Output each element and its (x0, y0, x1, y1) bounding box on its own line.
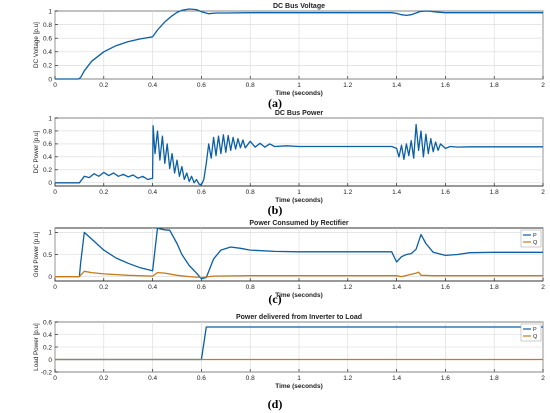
x-tick-label: 1.8 (490, 189, 499, 196)
x-tick-label: 2 (541, 82, 545, 89)
y-tick-label: 1 (48, 115, 52, 122)
x-tick-label: 1.4 (392, 82, 401, 89)
x-tick-label: 1.4 (392, 375, 401, 382)
x-tick-label: 1 (297, 189, 301, 196)
chart-title: Power Consumed by Rectifier (249, 220, 348, 227)
x-tick-label: 1.8 (490, 82, 499, 89)
x-tick-label: 0.2 (99, 375, 108, 382)
x-tick-label: 0.4 (148, 82, 157, 89)
legend-box (520, 229, 542, 248)
x-tick-label: 1.2 (343, 284, 352, 291)
series-line-1 (55, 123, 543, 186)
chart-panel-3: 0 0.2 0.4 0.6 0.8 1 1.2 1.4 1.6 1.8 2 0 0.5 1 Power Co… (33, 220, 545, 299)
chart-title: DC Bus Power (275, 110, 324, 117)
y-tick-label: 0.6 (43, 36, 52, 43)
y-tick-label: 0.4 (43, 49, 52, 56)
series-line-p (55, 227, 543, 280)
legend-label-q: Q (533, 334, 538, 340)
x-axis-label: Time (seconds) (275, 90, 323, 97)
x-tick-label: 0 (53, 375, 57, 382)
x-tick-label: 2 (541, 375, 545, 382)
x-axis-label: Time (seconds) (275, 197, 323, 204)
legend-label-p: P (533, 327, 537, 333)
y-tick-label: 0 (48, 274, 52, 281)
y-tick-label: 0.2 (43, 63, 52, 70)
caption-b: (b) (267, 203, 283, 217)
y-axis-label: DC Power [p.u] (33, 130, 40, 173)
x-tick-label: 1.6 (441, 375, 450, 382)
y-tick-label: 0.2 (43, 344, 52, 351)
y-tick-label: -0.2 (41, 369, 53, 376)
x-tick-label: 2 (541, 284, 545, 291)
x-tick-label: 1.8 (490, 284, 499, 291)
x-tick-label: 1 (297, 82, 301, 89)
chart-panel-2: 0 0.2 0.4 0.6 0.8 1 1.2 1.4 1.6 1.8 2 0 0.2 0.4 0.6 0.8… (33, 110, 545, 204)
x-tick-label: 0 (53, 189, 57, 196)
series-line-q (55, 270, 543, 279)
y-tick-label: 0.5 (43, 252, 52, 259)
x-tick-label: 0.8 (246, 82, 255, 89)
y-tick-label: 0 (48, 180, 52, 187)
chart-panel-4: 0 0.2 0.4 0.6 0.8 1 1.2 1.4 1.6 1.8 2-0.200.20.40.… (33, 314, 545, 390)
y-axis-label: DC Voltage [p.u] (33, 22, 40, 68)
x-tick-label: 1.2 (343, 375, 352, 382)
chart-panel-1: 0 0.2 0.4 0.6 0.8 1 1.2 1.4 1.6 1.8 2 0 0.2 0.4 0.6 0.8… (33, 3, 545, 97)
x-tick-label: 1.4 (392, 284, 401, 291)
y-tick-label: 0.6 (43, 141, 52, 148)
x-tick-label: 2 (541, 189, 545, 196)
series-line-1 (55, 8, 543, 80)
x-tick-label: 0.2 (99, 189, 108, 196)
x-tick-label: 1.6 (441, 189, 450, 196)
caption-a: (a) (268, 96, 282, 110)
chart-title: Power delivered from Inverter to Load (236, 314, 362, 321)
y-tick-label: 0 (48, 76, 52, 83)
x-tick-label: 1.2 (343, 189, 352, 196)
x-tick-label: 1 (297, 375, 301, 382)
chart-title: DC Bus Voltage (273, 3, 325, 10)
x-tick-label: 0.2 (99, 284, 108, 291)
x-tick-label: 0 (53, 284, 57, 291)
x-tick-label: 1.6 (441, 82, 450, 89)
y-tick-label: 0.6 (43, 319, 52, 326)
x-tick-label: 1 (297, 284, 301, 291)
x-tick-label: 0.4 (148, 189, 157, 196)
y-tick-label: 0.4 (43, 332, 52, 339)
legend-label-q: Q (533, 240, 538, 246)
x-tick-label: 0.8 (246, 284, 255, 291)
legend-label-p: P (533, 233, 537, 239)
x-tick-label: 0.6 (197, 189, 206, 196)
x-tick-label: 1.8 (490, 375, 499, 382)
x-tick-label: 0.6 (197, 82, 206, 89)
x-tick-label: 0.4 (148, 375, 157, 382)
x-tick-label: 0.8 (246, 189, 255, 196)
x-tick-label: 0.6 (197, 375, 206, 382)
x-tick-label: 0.6 (197, 284, 206, 291)
x-tick-label: 0 (53, 82, 57, 89)
x-tick-label: 0.2 (99, 82, 108, 89)
y-tick-label: 0.8 (43, 128, 52, 135)
caption-d: (d) (267, 397, 283, 411)
x-tick-label: 0.8 (246, 375, 255, 382)
y-tick-label: 1 (48, 8, 52, 15)
y-axis-label: Load Power [p.u] (33, 323, 40, 371)
x-tick-label: 1.6 (441, 284, 450, 291)
x-tick-label: 1.4 (392, 189, 401, 196)
caption-c: (c) (268, 292, 282, 306)
y-tick-label: 0.4 (43, 154, 52, 161)
y-tick-label: 0 (48, 357, 52, 364)
y-tick-label: 0.2 (43, 167, 52, 174)
x-axis-label: Time (seconds) (275, 292, 323, 299)
y-axis-label: Grid Power [p.u] (33, 232, 40, 278)
legend-box (520, 323, 542, 342)
y-tick-label: 0.8 (43, 22, 52, 29)
y-tick-label: 1 (48, 230, 52, 237)
x-tick-label: 0.4 (148, 284, 157, 291)
x-tick-label: 1.2 (343, 82, 352, 89)
x-axis-label: Time (seconds) (275, 383, 323, 390)
